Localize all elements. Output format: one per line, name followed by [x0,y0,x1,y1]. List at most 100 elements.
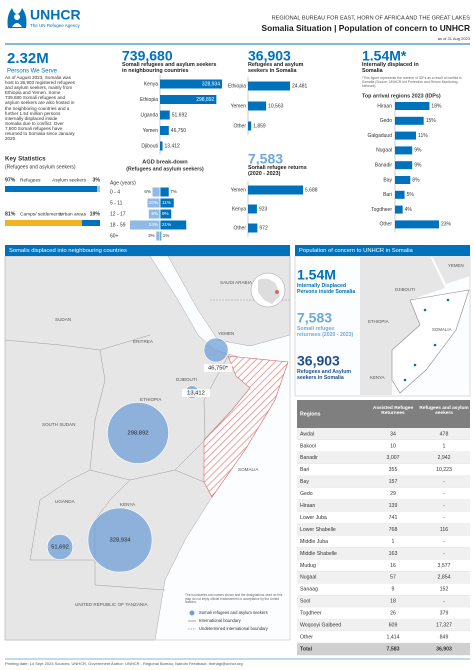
page-title: Somalia Situation | Population of concer… [262,23,470,33]
stat-value: 81% [5,211,16,217]
table-row-bg [297,535,470,548]
value-label: 9% [151,211,158,216]
category-label: Gedo [380,118,392,124]
table-cell: - [443,599,445,605]
category-label: Ethiopia [228,83,246,89]
legend-label: Somali refugees and asylum seekers [199,610,268,615]
table-cell: 10,223 [436,467,452,473]
category-label: Other [233,225,246,231]
table-cell: 379 [440,611,449,617]
category-label: 0 - 4 [110,189,120,195]
table-cell: 18 [390,599,396,605]
table-cell: Bakool [300,443,316,449]
table-cell: 849 [440,634,449,640]
logo-text: UNHCR [30,7,81,23]
footer: Printing date: 14 Sept 2023 Sources: UNH… [5,661,243,666]
country-label: UNITED REPUBLIC OF TANZANIA [75,602,149,607]
stat-label: Asylum seekers [52,177,86,183]
table-cell: Nugaal [300,575,316,581]
summary-text: As of August 2023, Somalia was host to 3… [5,75,75,142]
bar [160,141,163,151]
map-bubble [46,533,74,561]
category-label: 5 - 11 [110,200,123,206]
bar [248,101,267,111]
table-cell: 768 [389,527,398,533]
panel-title: Population of concern to UNHCR in Somali… [299,248,414,254]
value-label: 9% [162,211,169,216]
bubble-label: 328,934 [110,538,132,544]
map-disclaimer: The boundaries and names shown and the d… [185,593,283,605]
chart-note: *This figure represents the number of ID… [362,76,462,88]
stat-label: Urban areas [60,211,87,217]
table-row-bg [297,631,470,644]
table-row-bg [297,451,470,464]
table-cell: 1 [443,443,446,449]
panel-map-label: KENYA [370,375,385,380]
country-label: ERITREA [133,339,154,344]
table-cell: 16 [390,563,396,569]
bar [395,131,417,140]
table-row-bg [297,511,470,524]
logo-tagline: The UN Refugee Agency [30,23,81,28]
chart-kpi: 1.54M* [362,48,407,64]
stat-value: 97% [5,177,16,183]
country-label: SAUDI ARABIA [220,280,253,285]
value-label: 7% [170,189,177,194]
bar [248,185,303,195]
value-label: 10,563 [268,103,284,109]
bar [160,110,170,120]
bar [395,205,403,214]
table-row-bg [297,607,470,620]
bar [248,223,258,233]
table-row-bg [297,523,470,536]
country-label: SUDAN [55,317,71,322]
value-label: 24% [149,222,158,227]
table-cell: 163 [389,551,398,557]
category-label: 18 - 59 [110,222,126,228]
table-row-bg [297,475,470,488]
table-header: Regions [300,411,321,417]
table-header: Assisted Refugee Returnees [372,406,414,417]
map-bubble [203,337,229,363]
bar [152,187,160,197]
table-cell: Hiraan [300,503,315,509]
table-cell: Togdheer [300,611,322,617]
table-cell: 57 [390,575,396,581]
table-cell: Lower Juba [300,515,327,521]
table-cell: 3,577 [438,563,451,569]
category-label: Other [379,222,392,228]
panel-kpi: 36,903 [297,353,340,369]
bubble-label: 46,750* [208,366,229,372]
bar [395,190,405,199]
table-cell: Middle Juba [300,539,328,545]
bar [395,116,424,125]
table-cell: Lower Shabelle [300,527,336,533]
table-cell: 355 [389,467,398,473]
category-label: Hiraan [377,103,392,109]
chart-kpi: 36,903 [248,48,291,64]
value-label: 9% [414,163,422,169]
panel-map-label: YEMEN [448,263,464,268]
category-label: Djibouti [141,143,158,149]
stat-label: Refugees [20,177,41,183]
bar [160,220,187,230]
chart-title: AGD break-down [142,159,188,165]
bar [160,198,174,208]
chart-subtitle: Somali refugee returns (2020 - 2023) [248,164,307,177]
value-label: 11% [162,200,171,205]
bubble-label-bg [182,389,210,397]
panel-kpi-label: Internally Displaced Persons inside Soma… [297,283,356,295]
key-stats-title: Key Statistics [5,156,46,163]
panel-map-arabia [432,256,470,284]
category-label: Galgaduud [368,133,393,139]
legend-symbol [189,610,195,616]
region: REGIONAL BUREAU FOR EAST, HORN OF AFRICA… [272,15,471,21]
panel-map-label: DJIBOUTI [395,287,415,292]
value-label: 298,892 [196,97,214,103]
bar [395,102,430,110]
table-cell: 34 [390,431,396,437]
table-row-bg [297,547,470,560]
bar [395,146,413,155]
table-row-bg [297,583,470,596]
